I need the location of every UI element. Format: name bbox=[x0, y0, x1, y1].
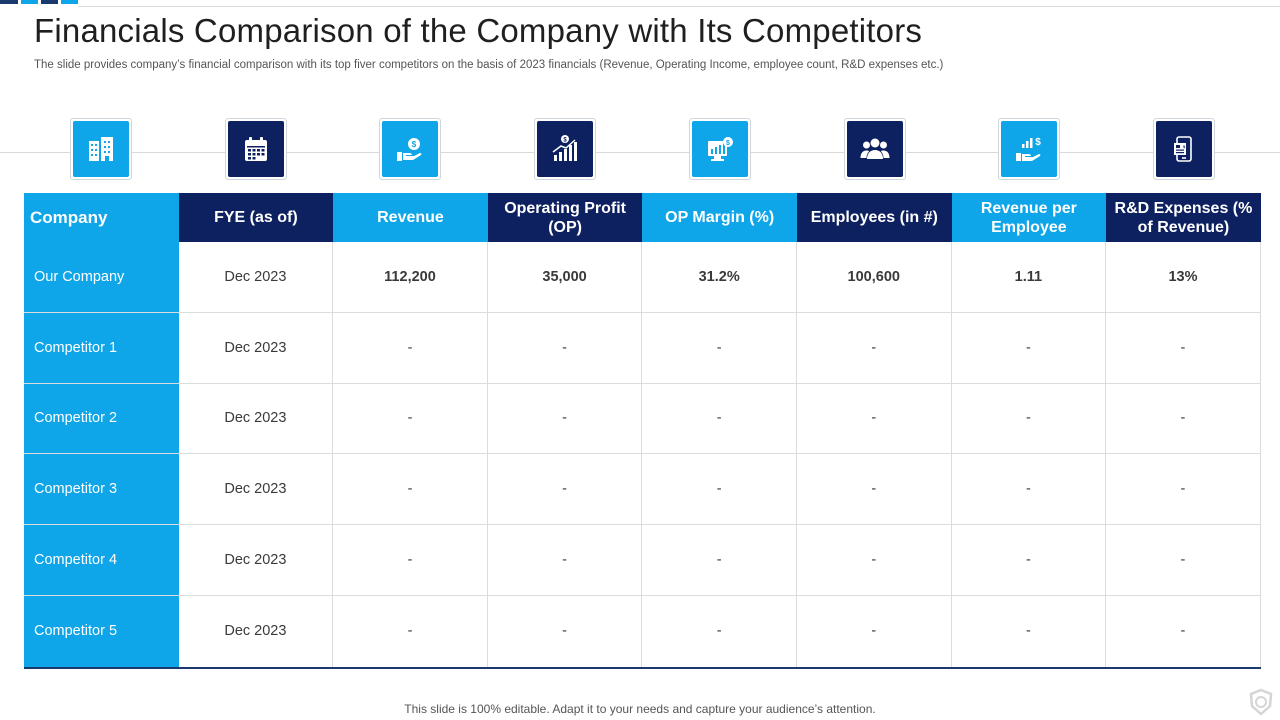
company-name-cell: Competitor 2 bbox=[24, 383, 179, 454]
rd-expenses-cell: - bbox=[1106, 454, 1261, 525]
svg-text:$: $ bbox=[1035, 137, 1041, 148]
table-row: Competitor 1 Dec 2023 - - - - - - bbox=[24, 312, 1261, 384]
revenue-per-employee-cell: - bbox=[952, 383, 1107, 454]
icon-frame bbox=[844, 118, 906, 180]
employees-cell: - bbox=[797, 595, 952, 667]
header-operating-profit: Operating Profit (OP) bbox=[487, 193, 643, 242]
company-name-cell: Competitor 4 bbox=[24, 525, 179, 595]
table-row: Competitor 2 Dec 2023 - - - - - - bbox=[24, 383, 1261, 455]
accent-bar bbox=[61, 0, 78, 4]
fye-cell: Dec 2023 bbox=[179, 242, 334, 312]
icon-frame: $ bbox=[998, 118, 1060, 180]
revenue-cell: - bbox=[333, 595, 488, 667]
table-row: Competitor 4 Dec 2023 - - - - - - bbox=[24, 525, 1261, 596]
operating-profit-cell: - bbox=[488, 454, 643, 525]
financial-report-icon: $ bbox=[692, 121, 748, 177]
phone-document-icon: $ bbox=[1156, 121, 1212, 177]
icon-frame: $ bbox=[379, 118, 441, 180]
employees-cell: - bbox=[797, 525, 952, 595]
header-employees: Employees (in #) bbox=[796, 193, 952, 242]
svg-text:$: $ bbox=[1183, 144, 1186, 149]
rd-expenses-cell: - bbox=[1106, 595, 1261, 667]
revenue-per-employee-cell: - bbox=[952, 525, 1107, 595]
revenue-cell: - bbox=[333, 383, 488, 454]
operating-profit-cell: - bbox=[488, 595, 643, 667]
table-row: Competitor 5 Dec 2023 - - - - - - bbox=[24, 595, 1261, 667]
svg-text:$: $ bbox=[726, 140, 730, 147]
building-icon bbox=[73, 121, 129, 177]
icon-frame bbox=[70, 118, 132, 180]
rd-expenses-cell: - bbox=[1106, 312, 1261, 383]
slide-subtitle: The slide provides company’s financial c… bbox=[34, 59, 944, 71]
op-margin-cell: - bbox=[642, 383, 797, 454]
company-name-cell: Competitor 5 bbox=[24, 595, 179, 667]
icon-frame: $ bbox=[689, 118, 751, 180]
revenue-cell: - bbox=[333, 525, 488, 595]
revenue-cell: - bbox=[333, 454, 488, 525]
fye-cell: Dec 2023 bbox=[179, 454, 334, 525]
table-row: Competitor 3 Dec 2023 - - - - - - bbox=[24, 454, 1261, 526]
employees-cell: - bbox=[797, 454, 952, 525]
rd-expenses-cell: - bbox=[1106, 525, 1261, 595]
accent-bar bbox=[41, 0, 58, 4]
accent-bar bbox=[21, 0, 38, 4]
op-margin-cell: - bbox=[642, 454, 797, 525]
svg-text:$: $ bbox=[412, 140, 417, 149]
growth-chart-icon: $ bbox=[537, 121, 593, 177]
icon-row-divider bbox=[0, 152, 1280, 153]
calendar-icon bbox=[228, 121, 284, 177]
revenue-per-employee-cell: - bbox=[952, 595, 1107, 667]
employees-cell: 100,600 bbox=[797, 242, 952, 312]
employees-cell: - bbox=[797, 383, 952, 454]
revenue-per-employee-cell: - bbox=[952, 454, 1107, 525]
revenue-cell: 112,200 bbox=[333, 242, 488, 312]
revenue-per-employee-cell: 1.11 bbox=[952, 242, 1107, 312]
header-revenue-per-employee: Revenue per Employee bbox=[951, 193, 1107, 242]
rd-expenses-cell: - bbox=[1106, 383, 1261, 454]
icon-frame: $ bbox=[1153, 118, 1215, 180]
slide-footer: This slide is 100% editable. Adapt it to… bbox=[404, 702, 876, 716]
company-name-cell: Competitor 3 bbox=[24, 454, 179, 525]
op-margin-cell: - bbox=[642, 595, 797, 667]
brand-logo-icon bbox=[1249, 688, 1273, 716]
op-margin-cell: 31.2% bbox=[642, 242, 797, 312]
icon-frame: $ bbox=[534, 118, 596, 180]
table-header-row: Company FYE (as of) Revenue Operating Pr… bbox=[24, 193, 1261, 242]
icon-row: $ $ $ $ $ bbox=[24, 118, 1261, 180]
header-revenue: Revenue bbox=[333, 193, 488, 242]
table-row: Our Company Dec 2023 112,200 35,000 31.2… bbox=[24, 242, 1261, 313]
company-name-cell: Our Company bbox=[24, 242, 179, 312]
svg-text:$: $ bbox=[563, 138, 567, 144]
operating-profit-cell: 35,000 bbox=[488, 242, 643, 312]
financials-table: Company FYE (as of) Revenue Operating Pr… bbox=[24, 193, 1261, 669]
operating-profit-cell: - bbox=[488, 525, 643, 595]
op-margin-cell: - bbox=[642, 525, 797, 595]
people-group-icon bbox=[847, 121, 903, 177]
top-accent-bars bbox=[0, 0, 1280, 7]
hand-growth-dollar-icon: $ bbox=[1001, 121, 1057, 177]
header-op-margin: OP Margin (%) bbox=[642, 193, 797, 242]
hand-coin-icon: $ bbox=[382, 121, 438, 177]
fye-cell: Dec 2023 bbox=[179, 595, 334, 667]
revenue-per-employee-cell: - bbox=[952, 312, 1107, 383]
rd-expenses-cell: 13% bbox=[1106, 242, 1261, 312]
fye-cell: Dec 2023 bbox=[179, 383, 334, 454]
revenue-cell: - bbox=[333, 312, 488, 383]
top-divider bbox=[78, 6, 1280, 7]
accent-bar bbox=[0, 0, 18, 4]
employees-cell: - bbox=[797, 312, 952, 383]
fye-cell: Dec 2023 bbox=[179, 525, 334, 595]
operating-profit-cell: - bbox=[488, 312, 643, 383]
slide-title: Financials Comparison of the Company wit… bbox=[34, 12, 923, 49]
company-name-cell: Competitor 1 bbox=[24, 312, 179, 383]
operating-profit-cell: - bbox=[488, 383, 643, 454]
fye-cell: Dec 2023 bbox=[179, 312, 334, 383]
header-fye: FYE (as of) bbox=[178, 193, 334, 242]
header-company: Company bbox=[24, 193, 179, 242]
icon-frame bbox=[225, 118, 287, 180]
header-rd-expenses: R&D Expenses (% of Revenue) bbox=[1106, 193, 1261, 242]
op-margin-cell: - bbox=[642, 312, 797, 383]
